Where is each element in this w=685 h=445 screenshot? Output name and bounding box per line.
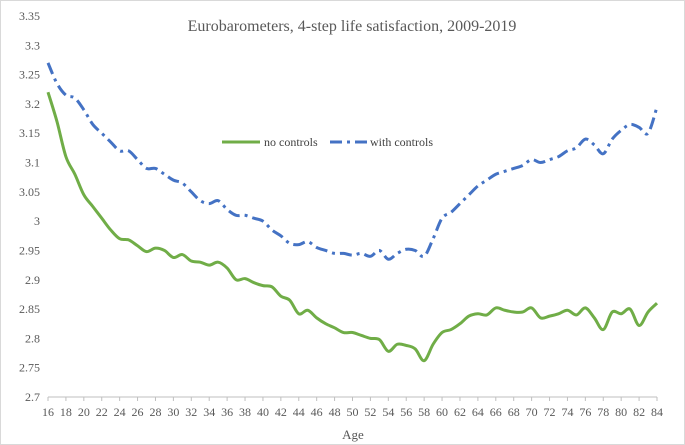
x-tick-label: 50 xyxy=(347,405,359,419)
y-tick-label: 2.85 xyxy=(19,302,40,316)
chart-title: Eurobarometers, 4-step life satisfaction… xyxy=(188,18,517,35)
x-tick-label: 76 xyxy=(579,405,591,419)
y-tick-label: 3.35 xyxy=(19,9,40,23)
x-tick-label: 72 xyxy=(544,405,556,419)
y-tick-label: 3.2 xyxy=(25,97,40,111)
legend: no controls with controls xyxy=(222,135,433,149)
x-tick-label: 28 xyxy=(149,405,161,419)
x-tick-label: 26 xyxy=(132,405,144,419)
y-tick-label: 2.75 xyxy=(19,361,40,375)
y-tick-label: 3 xyxy=(34,214,40,228)
y-tick-label: 3.05 xyxy=(19,185,40,199)
x-tick-label: 44 xyxy=(293,405,305,419)
series-line-with-controls xyxy=(46,62,659,261)
series-line-no-controls xyxy=(46,91,659,363)
x-tick-label: 82 xyxy=(633,405,645,419)
x-tick-label: 48 xyxy=(329,405,341,419)
x-tick-label: 24 xyxy=(114,405,126,419)
y-tick-label: 3.15 xyxy=(19,126,40,140)
y-tick-label: 2.9 xyxy=(25,273,40,287)
x-axis-title: Age xyxy=(342,427,364,442)
x-tick-label: 68 xyxy=(508,405,520,419)
series-layer xyxy=(46,62,659,363)
x-tick-label: 42 xyxy=(275,405,287,419)
x-axis-ticks: 16 18 20 22 24 26 28 30 32 34 36 38 40 42 44 46 48 50 52 54… xyxy=(42,397,663,419)
x-tick-label: 84 xyxy=(651,405,663,419)
legend-label-with-controls: with controls xyxy=(370,135,433,149)
x-tick-label: 18 xyxy=(60,405,72,419)
x-tick-label: 74 xyxy=(561,405,573,419)
y-tick-label: 3.25 xyxy=(19,68,40,82)
x-tick-label: 36 xyxy=(221,405,233,419)
y-tick-label: 2.95 xyxy=(19,243,40,257)
x-tick-label: 32 xyxy=(185,405,197,419)
x-tick-label: 66 xyxy=(490,405,502,419)
x-tick-label: 22 xyxy=(96,405,108,419)
y-tick-label: 2.7 xyxy=(25,390,40,404)
y-tick-label: 3.3 xyxy=(25,38,40,52)
x-tick-label: 78 xyxy=(597,405,609,419)
x-tick-label: 56 xyxy=(400,405,412,419)
x-tick-label: 80 xyxy=(615,405,627,419)
x-tick-label: 20 xyxy=(78,405,90,419)
y-tick-label: 3.1 xyxy=(25,156,40,170)
x-tick-label: 38 xyxy=(239,405,251,419)
y-tick-label: 2.8 xyxy=(25,331,40,345)
x-tick-label: 64 xyxy=(472,405,484,419)
x-tick-label: 52 xyxy=(364,405,376,419)
x-tick-label: 60 xyxy=(436,405,448,419)
x-tick-label: 34 xyxy=(203,405,215,419)
x-tick-label: 62 xyxy=(454,405,466,419)
x-tick-label: 40 xyxy=(257,405,269,419)
x-tick-label: 30 xyxy=(167,405,179,419)
x-tick-label: 16 xyxy=(42,405,54,419)
legend-label-no-controls: no controls xyxy=(264,135,318,149)
x-tick-label: 54 xyxy=(382,405,394,419)
y-axis-ticks: 2.7 2.75 2.8 2.85 2.9 2.95 3 3.05 3.1 3.15 3.2 3.25… xyxy=(19,9,40,404)
x-tick-label: 70 xyxy=(526,405,538,419)
x-tick-label: 46 xyxy=(311,405,323,419)
x-tick-label: 58 xyxy=(418,405,430,419)
